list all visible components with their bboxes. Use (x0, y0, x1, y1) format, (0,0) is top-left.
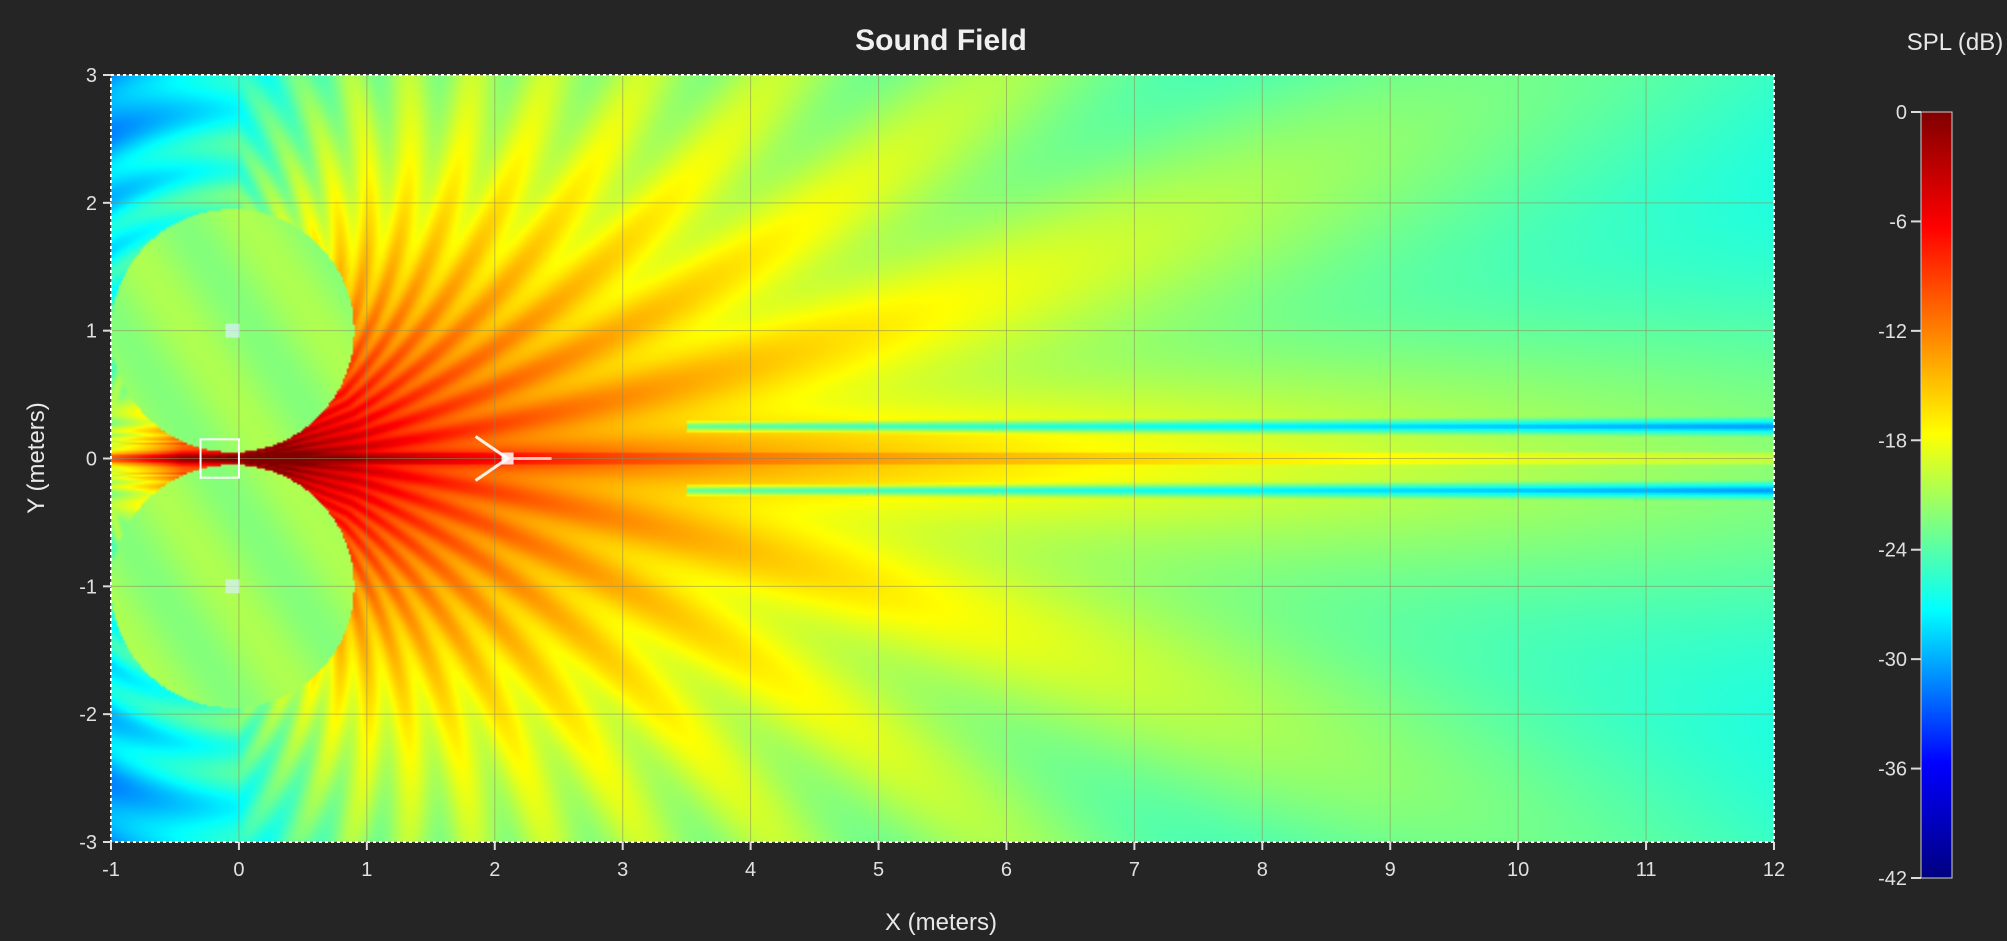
y-tick-label: 3 (86, 65, 97, 87)
source-marker (225, 323, 240, 338)
x-tick-label: 9 (1385, 859, 1396, 881)
y-tick-label: -1 (79, 576, 97, 598)
y-tick-label: -3 (79, 832, 97, 854)
x-tick-label: 3 (617, 859, 628, 881)
colorbar-label: SPL (dB) (1907, 29, 2003, 56)
x-tick-label: 10 (1507, 859, 1529, 881)
y-tick-label: 2 (86, 193, 97, 215)
x-axis-label: X (meters) (885, 909, 997, 936)
plot-grid (110, 74, 1775, 843)
colorbar-tick-label: -12 (1878, 321, 1907, 343)
colorbar-tick-label: -42 (1878, 868, 1907, 890)
x-tick-label: 12 (1763, 859, 1785, 881)
y-axis-label: Y (meters) (23, 402, 50, 514)
colorbar-tick-label: -30 (1878, 649, 1907, 671)
y-axis: 3 2 1 0 -1 -2 -3 (79, 65, 111, 854)
x-tick-label: 6 (1001, 859, 1012, 881)
x-tick-label: 2 (489, 859, 500, 881)
x-tick-label: 0 (233, 859, 244, 881)
x-axis: -1 0 1 2 3 4 5 6 7 8 9 10 11 12 (102, 842, 1785, 881)
source-markers (199, 323, 552, 594)
colorbar (1920, 111, 1953, 879)
colorbar-tick-label: -24 (1878, 540, 1907, 562)
colorbar-ticks: 0 -6 -12 -18 -24 -30 -36 -42 (1878, 102, 1921, 890)
listener-marker (501, 452, 514, 465)
colorbar-tick-label: -6 (1889, 211, 1907, 233)
y-tick-label: 0 (86, 449, 97, 471)
y-tick-label: 1 (86, 321, 97, 343)
x-tick-label: -1 (102, 859, 120, 881)
colorbar-tick-label: 0 (1896, 102, 1907, 124)
source-marker (225, 579, 240, 594)
array-marker (199, 438, 240, 479)
x-tick-label: 7 (1129, 859, 1140, 881)
chart-title: Sound Field (855, 24, 1027, 57)
x-tick-label: 11 (1636, 859, 1657, 881)
y-tick-label: -2 (79, 704, 97, 726)
x-tick-label: 5 (873, 859, 884, 881)
colorbar-tick-label: -36 (1878, 759, 1907, 781)
x-tick-label: 1 (361, 859, 372, 881)
x-tick-label: 4 (745, 859, 756, 881)
x-tick-label: 8 (1257, 859, 1268, 881)
colorbar-tick-label: -18 (1878, 430, 1907, 452)
